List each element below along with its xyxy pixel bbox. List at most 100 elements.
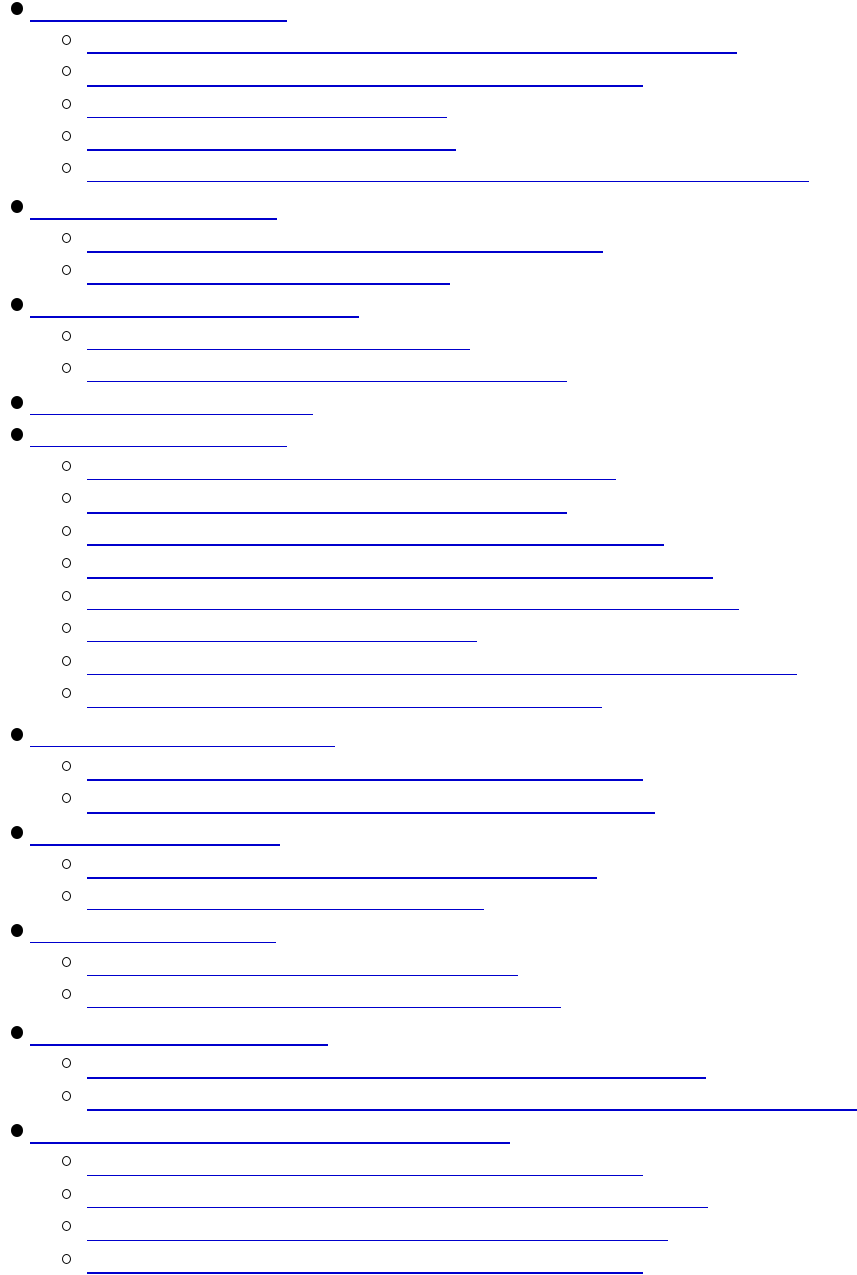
hollow-circle-bullet-icon [61,656,71,666]
hollow-circle-bullet-icon [61,363,71,373]
outline-link[interactable] [87,779,643,781]
outline-link[interactable] [87,975,518,976]
outline-link[interactable] [30,746,335,747]
outline-link[interactable] [87,283,450,285]
outline-link[interactable] [87,349,470,350]
hollow-circle-bullet-icon [61,1091,71,1101]
outline-link-label [87,544,664,546]
outline-link-label [30,942,276,943]
outline-link-label [87,512,567,514]
outline-link[interactable] [87,85,643,87]
outline-link-label [87,1240,668,1241]
outline-link-label [87,1272,643,1274]
outline-link-label [87,1109,857,1111]
outline-link-label [30,414,313,415]
outline-link-label [87,1007,561,1008]
outline-link[interactable] [87,1240,668,1241]
hollow-circle-bullet-icon [61,233,71,243]
outline-link[interactable] [87,479,616,480]
outline-link[interactable] [87,577,713,579]
outline-link[interactable] [87,1109,857,1111]
hollow-circle-bullet-icon [61,558,71,568]
hollow-circle-bullet-icon [61,461,71,471]
outline-link-label [87,149,456,151]
hollow-circle-bullet-icon [61,66,71,76]
outline-link-label [87,283,450,285]
hollow-circle-bullet-icon [61,1221,71,1231]
outline-link-label [87,812,655,814]
outline-link-label [30,1044,328,1046]
outline-link-label [30,1142,510,1144]
hollow-circle-bullet-icon [61,1156,71,1166]
hollow-circle-bullet-icon [61,891,71,901]
hollow-circle-bullet-icon [61,623,71,633]
outline-link-label [87,181,809,182]
hollow-circle-bullet-icon [61,163,71,173]
outline-link-label [87,1175,643,1176]
outline-link-label [87,479,616,480]
outline-link-label [87,909,484,910]
hollow-circle-bullet-icon [61,688,71,698]
outline-link[interactable] [30,414,313,415]
outline-link[interactable] [30,844,280,846]
outline-link[interactable] [87,877,597,879]
outline-link-label [87,251,603,253]
hollow-circle-bullet-icon [61,1058,71,1068]
outline-link-label [87,577,713,579]
outline-link[interactable] [87,641,477,642]
outline-link[interactable] [87,1175,643,1176]
filled-disc-bullet-icon [11,2,23,15]
outline-link-label [87,707,602,708]
outline-link[interactable] [87,544,664,546]
outline-link-label [87,349,470,350]
outline-link[interactable] [30,1142,510,1144]
hollow-circle-bullet-icon [61,1254,71,1264]
outline-link-label [30,844,280,846]
outline-link[interactable] [87,251,603,253]
hollow-circle-bullet-icon [61,793,71,803]
outline-link[interactable] [87,512,567,514]
hollow-circle-bullet-icon [61,493,71,503]
hollow-circle-bullet-icon [61,35,71,45]
outline-link-label [87,877,597,879]
outline-link-label [30,446,287,447]
outline-link[interactable] [87,909,484,910]
filled-disc-bullet-icon [11,1124,23,1137]
outline-link[interactable] [87,707,602,708]
outline-link-label [87,1207,708,1208]
hollow-circle-bullet-icon [61,591,71,601]
hollow-circle-bullet-icon [61,331,71,341]
outline-link[interactable] [30,20,287,22]
outline-link-label [87,381,567,382]
outline-link-label [30,218,277,220]
hollow-circle-bullet-icon [61,761,71,771]
outline-link[interactable] [30,316,359,318]
filled-disc-bullet-icon [11,924,23,937]
outline-link[interactable] [30,942,276,943]
hollow-circle-bullet-icon [61,265,71,275]
outline-link[interactable] [30,446,287,447]
outline-link[interactable] [87,1007,561,1008]
filled-disc-bullet-icon [11,396,23,409]
outline-link[interactable] [87,117,447,118]
outline-link[interactable] [87,1207,708,1208]
outline-link[interactable] [87,1272,643,1274]
outline-link-label [87,641,477,642]
outline-link[interactable] [87,1077,706,1079]
outline-link[interactable] [87,674,797,675]
outline-link[interactable] [87,609,739,610]
filled-disc-bullet-icon [11,826,23,839]
outline-link[interactable] [87,52,737,54]
outline-link[interactable] [87,181,809,182]
filled-disc-bullet-icon [11,428,23,441]
outline-link[interactable] [30,218,277,220]
filled-disc-bullet-icon [11,298,23,311]
outline-link-label [30,746,335,747]
outline-link[interactable] [87,381,567,382]
outline-link[interactable] [30,1044,328,1046]
hollow-circle-bullet-icon [61,131,71,141]
outline-link[interactable] [87,149,456,151]
outline-link[interactable] [87,812,655,814]
outline-link-label [87,117,447,118]
